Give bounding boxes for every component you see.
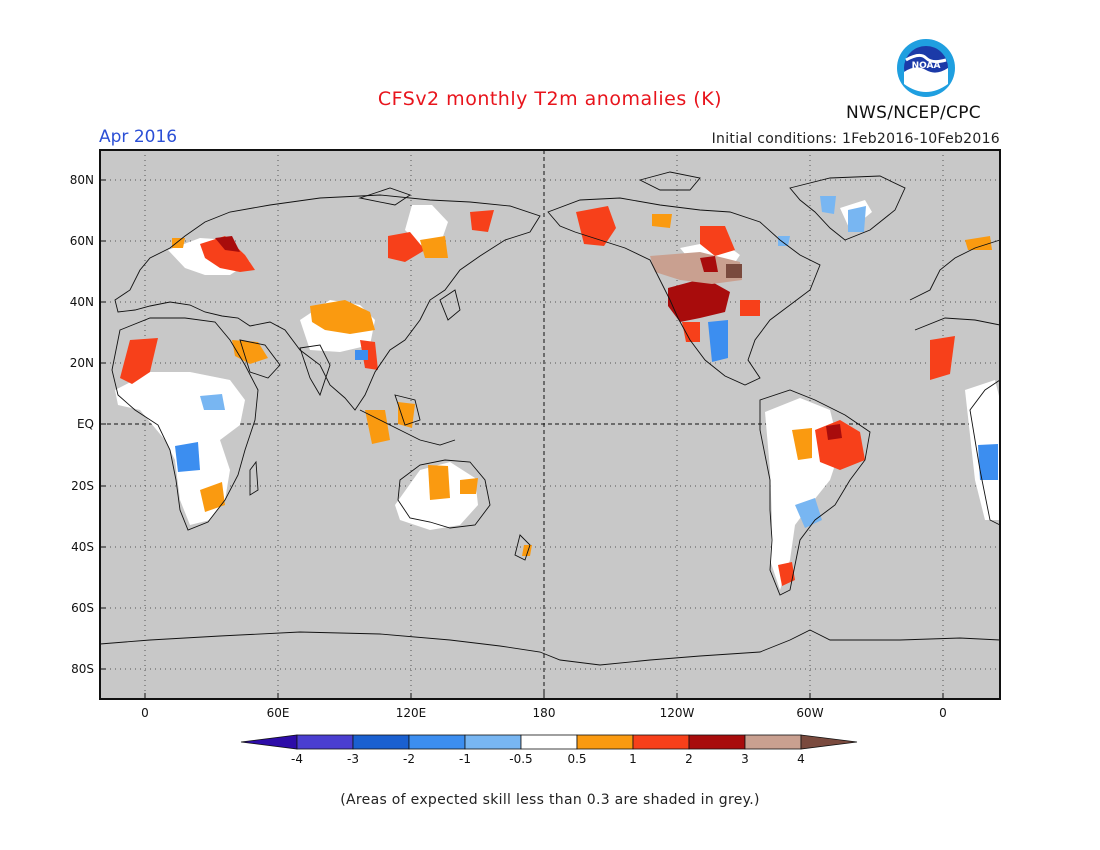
lon-label: 120E — [396, 706, 427, 720]
lat-label: 80N — [70, 173, 94, 187]
latitude-labels: 80N 60N 40N 20N EQ 20S 40S 60S 80S — [70, 173, 94, 676]
colorbar-box — [464, 734, 522, 750]
lat-label: 60N — [70, 234, 94, 248]
colorbar-arrow-low — [240, 734, 298, 750]
lon-label: 0 — [939, 706, 947, 720]
coastlines — [99, 171, 1001, 666]
equator-dateline — [100, 150, 1000, 699]
colorbar-box — [744, 734, 802, 750]
colorbar-tick: 3 — [741, 752, 749, 766]
lat-label: 20N — [70, 356, 94, 370]
colorbar-tick: -4 — [291, 752, 303, 766]
lon-label: 60E — [267, 706, 290, 720]
colorbar-tick: 4 — [797, 752, 805, 766]
colorbar-tick: 0.5 — [567, 752, 586, 766]
colorbar-box — [632, 734, 690, 750]
colorbar-tick: -2 — [403, 752, 415, 766]
forecast-month-label: Apr 2016 — [99, 127, 178, 147]
axis-ticks — [100, 179, 944, 699]
map-title: CFSv2 monthly T2m anomalies (K) — [377, 88, 723, 110]
skill-footnote: (Areas of expected skill less than 0.3 a… — [340, 792, 760, 808]
colorbar-tick: -1 — [459, 752, 471, 766]
lat-label: 80S — [71, 662, 94, 676]
lon-label: 180 — [533, 706, 556, 720]
colorbar-tick: -3 — [347, 752, 359, 766]
lat-label: 40S — [71, 540, 94, 554]
noaa-logo: NOAA — [897, 39, 955, 97]
colorbar-tick: -0.5 — [509, 752, 532, 766]
logo-text: NOAA — [912, 61, 941, 71]
colorbar-box — [408, 734, 466, 750]
anomaly-patches — [120, 196, 998, 586]
lon-label: 120W — [660, 706, 695, 720]
lat-label: EQ — [77, 417, 94, 431]
colorbar-arrow-high — [800, 734, 858, 750]
initial-conditions-label: Initial conditions: 1Feb2016-10Feb2016 — [711, 131, 1000, 147]
colorbar-box — [296, 734, 354, 750]
lon-label: 60W — [796, 706, 823, 720]
lat-label: 20S — [71, 479, 94, 493]
colorbar-box — [576, 734, 634, 750]
lat-label: 40N — [70, 295, 94, 309]
lon-label: 0 — [141, 706, 149, 720]
longitude-labels: 0 60E 120E 180 120W 60W 0 — [141, 706, 947, 720]
colorbar-tick: 2 — [685, 752, 693, 766]
colorbar-box — [688, 734, 746, 750]
colorbar-box — [352, 734, 410, 750]
colorbar-tick-labels: -4 -3 -2 -1 -0.5 0.5 1 2 3 4 — [291, 752, 805, 766]
colorbar-boxes — [240, 734, 858, 750]
agency-label: NWS/NCEP/CPC — [846, 103, 981, 123]
colorbar-box — [520, 734, 578, 750]
lat-label: 60S — [71, 601, 94, 615]
colorbar-tick: 1 — [629, 752, 637, 766]
